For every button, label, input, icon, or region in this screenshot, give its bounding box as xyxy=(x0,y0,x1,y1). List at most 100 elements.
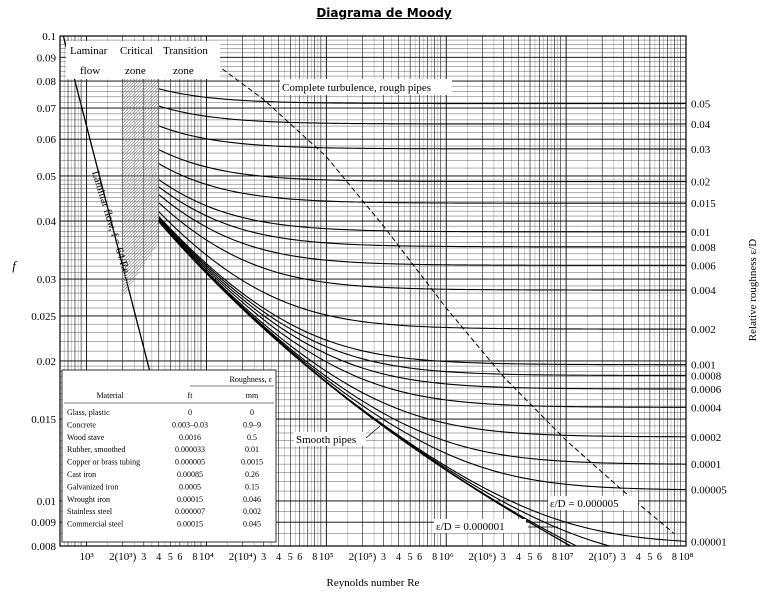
x-tick-label: 6 xyxy=(297,552,302,563)
y-tick-label: 0.06 xyxy=(37,134,57,146)
table-cell-material: Rubber, smoothed xyxy=(67,445,125,454)
table-cell-material: Galvanized iron xyxy=(67,482,118,491)
x-tick-label: 10³ xyxy=(79,551,94,563)
x-tick-label: 6 xyxy=(537,552,542,563)
y-tick-label: 0.08 xyxy=(37,76,57,88)
table-cell-mm: 0 xyxy=(250,408,254,417)
x-tick-label: 10⁵ xyxy=(319,551,334,563)
x-tick-label: 8 xyxy=(312,552,317,563)
x-tick-label: 6 xyxy=(177,552,182,563)
roughness-curve xyxy=(158,149,686,183)
label-critical-zone: zone xyxy=(125,65,146,77)
overlay: Laminar flow Critical zone Transition zone Com… xyxy=(66,41,638,533)
table-cell-material: Commercial steel xyxy=(67,520,124,529)
roughness-label: 0.0001 xyxy=(691,459,721,471)
roughness-label: 0.001 xyxy=(691,360,716,372)
x-tick-label: 6 xyxy=(417,552,422,563)
x-tick-label: 8 xyxy=(552,552,557,563)
table-header-mm: mm xyxy=(246,391,259,400)
roughness-label: 0.004 xyxy=(691,285,716,297)
roughness-label: 0.05 xyxy=(691,99,711,111)
label-critical: Critical xyxy=(120,45,153,57)
x-tick-label: 5 xyxy=(168,552,173,563)
roughness-curve xyxy=(158,105,686,125)
label-smooth-pipes: Smooth pipes xyxy=(296,434,356,446)
table-cell-ft: 0.003–0.03 xyxy=(172,420,208,429)
annotation-bg xyxy=(66,41,220,79)
y-tick-label: 0.01 xyxy=(37,496,56,508)
annotation-bg xyxy=(548,496,638,510)
roughness-curve xyxy=(158,202,686,291)
table-cell-ft: 0.00085 xyxy=(177,470,203,479)
roughness-label: 0.03 xyxy=(691,144,711,156)
x-tick-label: 10⁷ xyxy=(559,551,574,563)
tick-labels: 0.050.040.030.020.0150.010.0080.0060.004… xyxy=(12,31,759,589)
x-tick-label: 8 xyxy=(672,552,677,563)
roughness-label: 0.002 xyxy=(691,324,716,336)
roughness-curve xyxy=(158,211,686,330)
table-cell-ft: 0.000033 xyxy=(175,445,205,454)
table-cell-material: Glass, plastic xyxy=(67,408,110,417)
table-cell-mm: 0.0015 xyxy=(241,458,263,467)
roughness-curve xyxy=(158,179,686,233)
x-tick-label: 4 xyxy=(396,552,401,563)
y-tick-label: 0.015 xyxy=(31,414,56,426)
x-tick-label: 2(10³) xyxy=(109,551,136,563)
axes xyxy=(59,35,687,547)
annotation-bg xyxy=(434,519,526,533)
roughness-curve xyxy=(158,125,686,150)
table-cell-mm: 0.01 xyxy=(245,445,259,454)
table-cell-material: Stainless steel xyxy=(67,507,113,516)
x-tick-label: 3 xyxy=(381,552,386,563)
label-flow: flow xyxy=(80,65,100,77)
x-tick-label: 3 xyxy=(501,552,506,563)
y-tick-label: 0.09 xyxy=(37,52,57,64)
table-box xyxy=(61,369,277,543)
label-ed-5e-6: ε/D = 0.000005 xyxy=(550,498,619,510)
x-tick-label: 5 xyxy=(408,552,413,563)
x-tick-label: 6 xyxy=(657,552,662,563)
label-laminar: Laminar xyxy=(70,45,108,57)
table-cell-ft: 0.000005 xyxy=(175,458,205,467)
roughness-label: 0.01 xyxy=(691,227,710,239)
roughness-label: 0.015 xyxy=(691,198,716,210)
smooth-pipe-curve xyxy=(158,221,573,546)
table-cell-mm: 0.26 xyxy=(245,470,259,479)
y-tick-label: 0.1 xyxy=(42,31,56,43)
roughness-curve xyxy=(158,216,686,366)
critical-zone-hatch xyxy=(122,68,159,294)
y-tick-label: 0.025 xyxy=(31,311,56,323)
table-cell-mm: 0.046 xyxy=(243,495,261,504)
table-cell-ft: 0.0005 xyxy=(179,482,201,491)
x-tick-label: 10⁸ xyxy=(679,551,694,563)
roughness-label: 0.04 xyxy=(691,119,711,131)
table-cell-ft: 0 xyxy=(188,408,192,417)
table-cell-ft: 0.00015 xyxy=(177,520,203,529)
table-cell-mm: 0.5 xyxy=(247,433,257,442)
table-cell-mm: 0.002 xyxy=(243,507,261,516)
roughness-curve xyxy=(158,186,686,248)
roughness-label: 0.02 xyxy=(691,177,710,189)
y-tick-label: 0.009 xyxy=(31,517,56,529)
x-tick-label: 3 xyxy=(621,552,626,563)
x-tick-label: 5 xyxy=(288,552,293,563)
x-tick-label: 4 xyxy=(516,552,521,563)
roughness-curve xyxy=(158,219,686,408)
y2-axis-label: Relative roughness ε/D xyxy=(747,239,759,341)
x-tick-label: 4 xyxy=(636,552,641,563)
label-transition-zone: zone xyxy=(173,65,194,77)
smooth-pipes-pointer xyxy=(365,425,381,439)
table-cell-material: Copper or brass tubing xyxy=(67,458,140,467)
roughness-label: 0.006 xyxy=(691,260,716,272)
roughness-curve xyxy=(158,220,686,465)
roughness-curve xyxy=(158,217,686,377)
table-cell-mm: 0.15 xyxy=(245,482,259,491)
complete-turbulence-boundary xyxy=(164,41,675,535)
x-tick-label: 8 xyxy=(432,552,437,563)
table-header-ft: ft xyxy=(188,391,194,400)
x-tick-label: 4 xyxy=(276,552,281,563)
annotation-bg xyxy=(280,79,452,95)
annotation-bg xyxy=(294,432,366,446)
x-tick-label: 3 xyxy=(261,552,266,563)
